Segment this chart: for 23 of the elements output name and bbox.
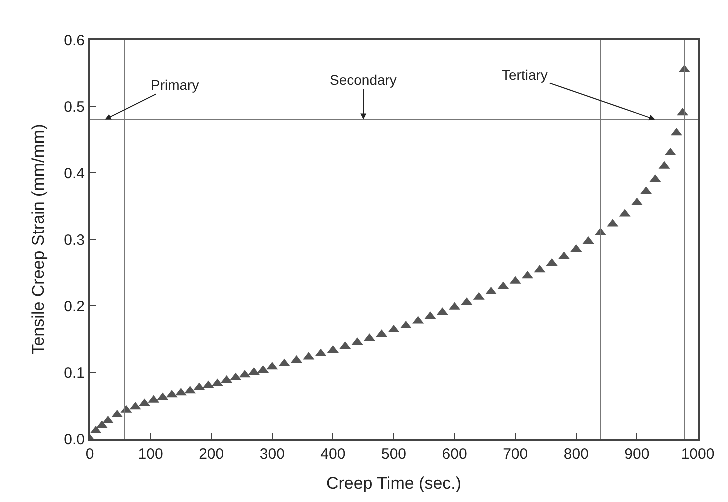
y-tick-label: 0.3 bbox=[64, 232, 85, 249]
x-tick-label: 0 bbox=[86, 446, 94, 463]
annotation: Tertiary bbox=[502, 67, 548, 83]
y-axis-title: Tensile Creep Strain (mm/mm) bbox=[29, 124, 48, 355]
x-tick-label: 100 bbox=[138, 446, 164, 463]
x-tick-label: 600 bbox=[442, 446, 468, 463]
x-tick-label: 400 bbox=[320, 446, 346, 463]
x-tick-label: 700 bbox=[503, 446, 528, 463]
y-tick-label: 0.2 bbox=[64, 298, 85, 316]
y-tick-label: 0.1 bbox=[64, 364, 85, 382]
x-tick-label: 500 bbox=[381, 446, 407, 463]
x-tick-label: 900 bbox=[624, 446, 650, 463]
y-tick-label: 0.4 bbox=[64, 165, 85, 182]
x-tick-label: 300 bbox=[260, 446, 285, 463]
x-axis-title: Creep Time (sec.) bbox=[326, 474, 462, 493]
y-tick-label: 0.5 bbox=[64, 98, 85, 116]
y-tick-label: 0.0 bbox=[64, 431, 85, 448]
x-tick-label: 1000 bbox=[681, 446, 715, 463]
x-tick-label: 200 bbox=[199, 446, 224, 463]
y-tick-label: 0.6 bbox=[64, 32, 85, 50]
annotation: Primary bbox=[151, 77, 200, 93]
x-tick-label: 800 bbox=[564, 446, 589, 463]
annotation: Secondary bbox=[330, 72, 397, 88]
